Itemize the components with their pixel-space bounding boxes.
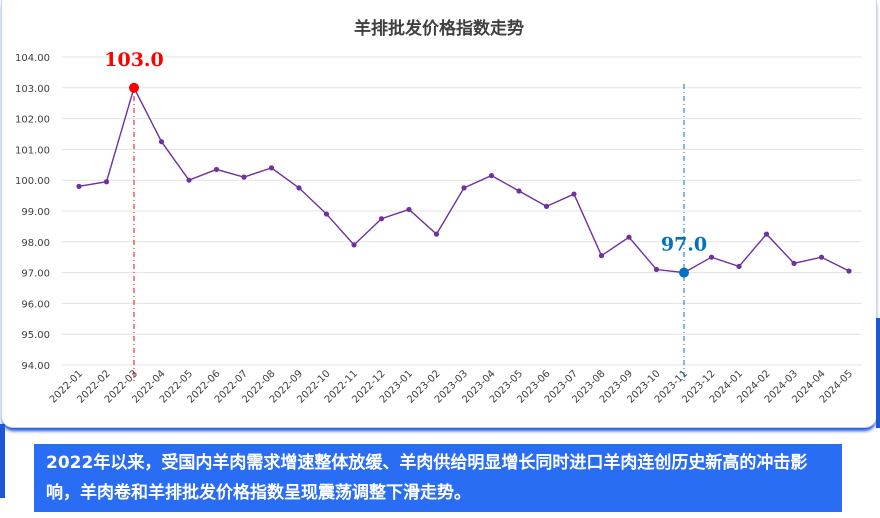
data-point	[378, 216, 385, 222]
data-point	[103, 179, 110, 185]
data-point	[213, 166, 220, 173]
y-tick-label: 100.00	[15, 176, 50, 187]
accent-bar-right	[876, 318, 880, 428]
annotation-guides	[133, 84, 685, 383]
accent-bar-left	[0, 424, 5, 498]
data-point	[708, 254, 715, 260]
data-point	[323, 211, 330, 217]
data-point	[571, 191, 577, 197]
data-point	[543, 203, 550, 209]
caption-text: 2022年以来，受国内羊肉需求增速整体放缓、羊肉供给明显增长同时进口羊肉连创历史…	[34, 444, 842, 512]
data-point	[433, 231, 440, 237]
annotation-labels: 103.0 97.0	[104, 49, 707, 278]
y-tick-label: 95.00	[21, 330, 50, 341]
data-point	[818, 254, 825, 260]
y-tick-label: 103.00	[15, 84, 50, 95]
data-point	[516, 188, 522, 194]
y-tick-label: 94.00	[21, 361, 50, 372]
data-point	[736, 263, 742, 270]
data-point	[158, 139, 165, 145]
data-point	[296, 185, 302, 191]
data-point	[763, 231, 770, 237]
data-point	[76, 183, 82, 189]
annotation-marker	[129, 82, 139, 93]
data-point	[626, 234, 632, 240]
data-point	[406, 206, 412, 213]
y-tick-label: 96.00	[21, 299, 50, 310]
y-tick-label: 101.00	[15, 145, 50, 156]
data-point	[488, 172, 495, 179]
y-tick-label: 98.00	[21, 238, 50, 249]
y-tick-label: 102.00	[15, 115, 50, 126]
data-point	[846, 268, 852, 274]
chart-title: 羊排批发价格指数走势	[354, 18, 524, 39]
data-point	[461, 185, 467, 191]
y-tick-label: 104.00	[15, 53, 50, 64]
gridlines	[62, 56, 862, 366]
annotation-label: 97.0	[661, 234, 707, 256]
x-axis: 2022-012022-022022-032022-042022-052022-…	[48, 368, 855, 405]
data-point	[791, 260, 797, 266]
data-point	[598, 253, 605, 259]
data-point	[653, 266, 660, 273]
data-point	[186, 177, 192, 183]
annotation-marker	[679, 267, 689, 278]
y-axis: 104.00 103.00 102.00 101.00 100.00 99.00 98.00…	[15, 53, 50, 372]
chart-card	[1, 0, 877, 428]
line-chart: 羊排批发价格指数走势 104.00 103.00 102.00 101.00 100.0…	[15, 18, 862, 406]
y-tick-label: 99.00	[21, 207, 50, 218]
data-point	[241, 174, 247, 180]
annotation-label: 103.0	[104, 49, 164, 71]
data-point	[351, 242, 357, 248]
data-point	[268, 165, 275, 171]
y-tick-label: 97.00	[21, 269, 50, 280]
